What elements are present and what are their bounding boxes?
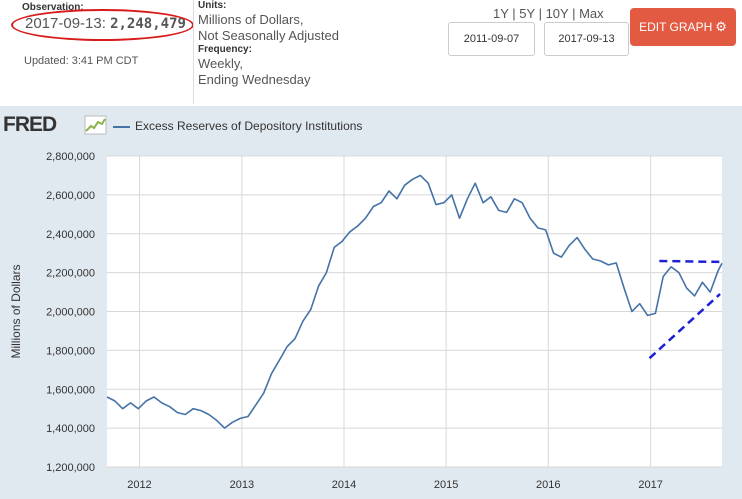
y-tick-label: 2,000,000	[46, 307, 95, 319]
y-tick-label: 1,800,000	[46, 345, 95, 357]
range-1y[interactable]: 1Y	[493, 6, 509, 21]
y-tick-label: 2,400,000	[46, 229, 95, 241]
fred-logo-chart-icon	[84, 115, 107, 135]
x-tick-label: 2017	[638, 479, 662, 491]
range-10y[interactable]: 10Y	[545, 6, 569, 21]
trendline-annotation	[648, 293, 721, 360]
x-tick-label: 2014	[332, 479, 356, 491]
x-tick-label: 2013	[230, 479, 254, 491]
y-tick-label: 1,600,000	[46, 384, 95, 396]
range-selector: 1Y | 5Y | 10Y | Max	[493, 6, 604, 21]
end-date-input[interactable]: 2017-09-13	[544, 22, 629, 56]
frequency-line-1: Weekly,	[198, 56, 244, 71]
units-line-2: Not Seasonally Adjusted	[198, 28, 339, 43]
range-5y[interactable]: 5Y	[519, 6, 535, 21]
header-panel: Observation: 2017-09-13: 2,248,479 Updat…	[0, 0, 742, 106]
y-tick-label: 2,800,000	[46, 151, 95, 163]
edit-graph-button[interactable]: EDIT GRAPH ⚙	[630, 8, 736, 46]
units-frequency: Units: Millions of Dollars, Not Seasonal…	[198, 0, 339, 88]
updated-time: Updated: 3:41 PM CDT	[24, 55, 139, 67]
y-tick-label: 2,600,000	[46, 190, 95, 202]
legend-label: Excess Reserves of Depository Institutio…	[135, 119, 363, 133]
x-tick-label: 2015	[434, 479, 458, 491]
x-tick-label: 2016	[536, 479, 560, 491]
header-divider	[193, 0, 194, 104]
observation-label: Observation:	[22, 2, 84, 13]
gear-icon: ⚙	[715, 19, 727, 34]
units-label: Units:	[198, 0, 227, 11]
trendline-annotation	[659, 259, 723, 264]
start-date-input[interactable]: 2011-09-07	[448, 22, 535, 56]
series-line	[106, 174, 723, 429]
frequency-label: Frequency:	[198, 44, 252, 55]
y-tick-label: 1,400,000	[46, 423, 95, 435]
units-line-1: Millions of Dollars,	[198, 12, 304, 27]
frequency-line-2: Ending Wednesday	[198, 72, 311, 87]
y-tick-label: 1,200,000	[46, 462, 95, 474]
x-tick-label: 2012	[127, 479, 151, 491]
legend-swatch	[113, 126, 130, 128]
fred-logo: FRED	[3, 113, 57, 136]
edit-graph-label: EDIT GRAPH	[639, 20, 713, 34]
y-axis-label: Millions of Dollars	[9, 264, 23, 358]
y-tick-label: 2,200,000	[46, 268, 95, 280]
range-max[interactable]: Max	[579, 6, 604, 21]
